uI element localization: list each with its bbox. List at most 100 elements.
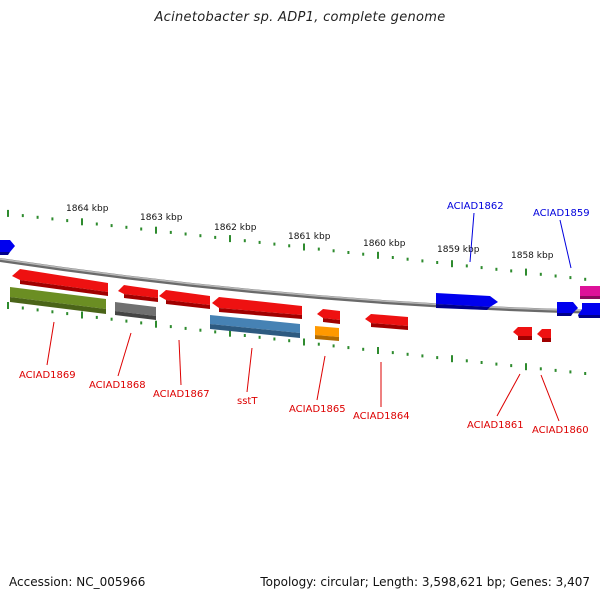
outer-ruler-minor-tick bbox=[169, 230, 172, 234]
inner-ruler-minor-tick bbox=[110, 317, 113, 321]
inner-ruler-minor-tick bbox=[569, 370, 572, 374]
inner-ruler-major-tick bbox=[81, 311, 83, 319]
label-aciad1864[interactable]: ACIAD1864 bbox=[353, 411, 410, 422]
inner-ruler-major-tick bbox=[525, 363, 527, 371]
gene-red-small-1[interactable] bbox=[317, 309, 340, 324]
leader-aciad1859 bbox=[559, 219, 572, 269]
outer-ruler-minor-tick bbox=[184, 232, 187, 236]
genome-backbone bbox=[0, 258, 600, 314]
outer-ruler-minor-tick bbox=[21, 214, 24, 218]
gene-sstt-upper[interactable] bbox=[212, 297, 302, 319]
label-aciad1869[interactable]: ACIAD1869 bbox=[19, 370, 76, 381]
ruler-label-1862: 1862 kbp bbox=[214, 223, 257, 233]
inner-ruler-minor-tick bbox=[317, 342, 320, 346]
inner-ruler-minor-tick bbox=[243, 334, 246, 337]
inner-ruler-minor-tick bbox=[554, 368, 557, 372]
gene-forward-left-edge[interactable] bbox=[0, 240, 15, 255]
gene-aciad1867[interactable] bbox=[159, 290, 210, 309]
gene-sstt[interactable] bbox=[210, 315, 300, 338]
outer-ruler-minor-tick bbox=[391, 256, 394, 259]
inner-ruler-major-tick bbox=[303, 338, 305, 346]
outer-ruler-minor-tick bbox=[584, 277, 587, 281]
outer-ruler-minor-tick bbox=[214, 235, 217, 239]
gene-aciad1865[interactable] bbox=[315, 326, 339, 341]
outer-ruler-minor-tick bbox=[243, 239, 246, 243]
gene-aciad1859[interactable] bbox=[578, 303, 600, 318]
gene-aciad1869-upper[interactable] bbox=[12, 269, 108, 296]
gene-labels: ACIAD1862 ACIAD1859 ACIAD1869 ACIAD1868 … bbox=[19, 201, 590, 436]
gene-red-2[interactable] bbox=[118, 285, 158, 302]
inner-ruler-major-tick bbox=[377, 347, 379, 354]
label-aciad1860[interactable]: ACIAD1860 bbox=[532, 425, 589, 436]
leader-aciad1860 bbox=[540, 374, 560, 422]
gene-aciad1869[interactable] bbox=[10, 287, 106, 314]
gene-aciad1861[interactable] bbox=[513, 327, 532, 340]
label-aciad1859[interactable]: ACIAD1859 bbox=[533, 208, 590, 219]
outer-ruler-minor-tick bbox=[495, 267, 498, 271]
gene-aciad1864[interactable] bbox=[365, 314, 408, 330]
inner-ruler-minor-tick bbox=[421, 354, 424, 358]
gene-aciad1868[interactable] bbox=[115, 302, 156, 320]
inner-ruler-minor-tick bbox=[51, 310, 54, 314]
outer-ruler-minor-tick bbox=[288, 244, 291, 248]
inner-ruler-minor-tick bbox=[391, 351, 394, 355]
label-aciad1862[interactable]: ACIAD1862 bbox=[447, 201, 504, 212]
accession-text: Accession: NC_005966 bbox=[9, 575, 146, 589]
label-aciad1861[interactable]: ACIAD1861 bbox=[467, 420, 524, 431]
label-aciad1865[interactable]: ACIAD1865 bbox=[289, 404, 346, 415]
outer-ruler-minor-tick bbox=[539, 272, 542, 276]
inner-ruler-minor-tick bbox=[140, 321, 143, 325]
outer-ruler-minor-tick bbox=[317, 247, 320, 251]
inner-ruler-minor-tick bbox=[66, 312, 69, 316]
ruler-label-1864: 1864 kbp bbox=[66, 204, 109, 214]
ruler-label-1861: 1861 kbp bbox=[288, 232, 331, 242]
inner-ruler bbox=[7, 302, 587, 375]
outer-ruler-minor-tick bbox=[465, 264, 468, 268]
ruler-label-1858: 1858 kbp bbox=[511, 251, 554, 261]
inner-ruler-major-tick bbox=[7, 302, 9, 309]
inner-ruler-minor-tick bbox=[584, 372, 587, 375]
outer-ruler-minor-tick bbox=[51, 217, 54, 221]
label-aciad1867[interactable]: ACIAD1867 bbox=[153, 389, 210, 400]
inner-ruler-minor-tick bbox=[510, 364, 513, 368]
inner-ruler-major-tick bbox=[229, 329, 231, 337]
outer-ruler-major-tick bbox=[377, 251, 379, 259]
outer-ruler-minor-tick bbox=[36, 215, 39, 219]
outer-ruler-minor-tick bbox=[95, 222, 98, 226]
inner-ruler-minor-tick bbox=[273, 337, 276, 341]
inner-ruler-minor-tick bbox=[347, 346, 350, 350]
gene-magenta[interactable] bbox=[580, 286, 600, 299]
label-sstt[interactable]: sstT bbox=[237, 396, 258, 407]
inner-ruler-minor-tick bbox=[199, 328, 202, 332]
inner-ruler-minor-tick bbox=[95, 315, 98, 319]
outer-ruler-minor-tick bbox=[125, 225, 128, 229]
inner-ruler-minor-tick bbox=[362, 347, 365, 351]
leader-aciad1865 bbox=[316, 355, 326, 401]
outer-ruler-minor-tick bbox=[332, 249, 335, 253]
outer-ruler-minor-tick bbox=[110, 224, 113, 228]
outer-ruler-major-tick bbox=[525, 268, 527, 276]
outer-ruler-minor-tick bbox=[362, 252, 365, 256]
inner-ruler-minor-tick bbox=[436, 356, 439, 360]
outer-ruler-major-tick bbox=[303, 243, 305, 251]
leader-sstt bbox=[246, 347, 253, 393]
inner-ruler-minor-tick bbox=[539, 367, 542, 371]
label-aciad1868[interactable]: ACIAD1868 bbox=[89, 380, 146, 391]
map-title: Acinetobacter sp. ADP1, complete genome bbox=[154, 10, 446, 25]
leader-aciad1868 bbox=[117, 332, 132, 377]
outer-ruler-minor-tick bbox=[510, 269, 513, 273]
leader-aciad1869 bbox=[46, 321, 55, 366]
gene-aciad1860[interactable] bbox=[537, 329, 551, 342]
gene-blue-small[interactable] bbox=[557, 302, 578, 316]
genome-backbone-highlight bbox=[0, 258, 600, 312]
inner-ruler-minor-tick bbox=[184, 326, 187, 330]
outer-ruler-minor-tick bbox=[66, 219, 69, 223]
inner-ruler-minor-tick bbox=[125, 319, 128, 323]
inner-ruler-minor-tick bbox=[21, 306, 24, 310]
outer-ruler-minor-tick bbox=[569, 276, 572, 280]
gene-aciad1862[interactable] bbox=[436, 293, 498, 310]
outer-ruler-major-tick bbox=[451, 260, 453, 268]
outer-ruler-major-tick bbox=[155, 226, 157, 234]
